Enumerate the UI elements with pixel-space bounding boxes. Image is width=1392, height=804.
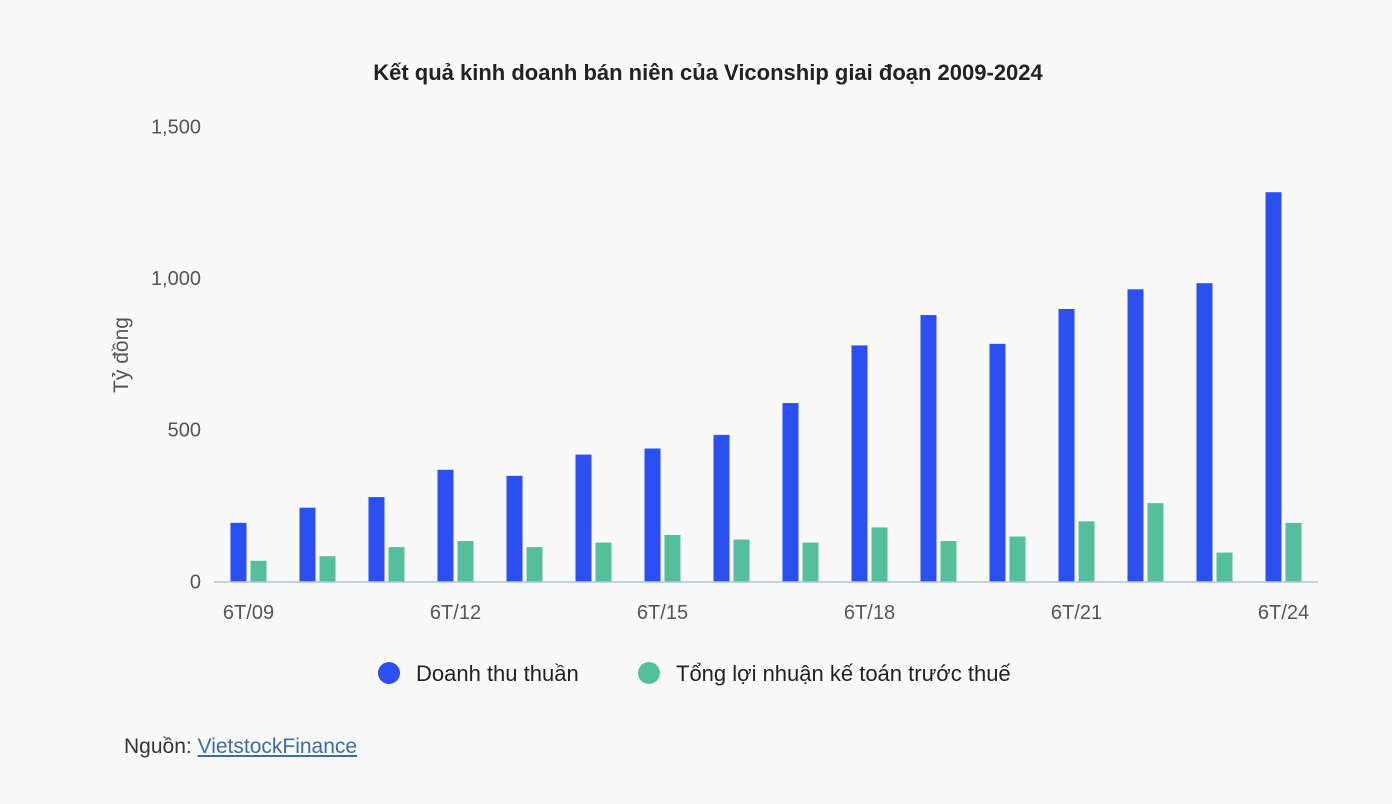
legend-item-profit[interactable]: Tổng lợi nhuận kế toán trước thuế bbox=[638, 661, 1011, 686]
bar-profit bbox=[250, 560, 267, 582]
legend-label: Doanh thu thuần bbox=[416, 661, 579, 686]
bar-profit bbox=[1009, 536, 1026, 582]
bar-profit bbox=[1216, 552, 1233, 582]
bar-revenue bbox=[230, 522, 247, 582]
bar-profit bbox=[1078, 521, 1095, 582]
x-tick-label: 6T/21 bbox=[1051, 602, 1102, 624]
chart: Kết quả kinh doanh bán niên của Viconshi… bbox=[110, 60, 1318, 686]
chart-title: Kết quả kinh doanh bán niên của Viconshi… bbox=[373, 60, 1043, 85]
bar-revenue bbox=[506, 475, 523, 582]
y-axis-label: Tỷ đồng bbox=[110, 317, 133, 393]
bar-profit bbox=[940, 541, 957, 582]
legend-marker bbox=[378, 662, 400, 684]
x-tick-label: 6T/12 bbox=[430, 602, 481, 624]
bar-revenue bbox=[437, 469, 454, 582]
legend-item-revenue[interactable]: Doanh thu thuần bbox=[378, 661, 579, 686]
bar-revenue bbox=[782, 403, 799, 582]
bar-profit bbox=[457, 541, 474, 582]
bar-revenue bbox=[575, 454, 592, 582]
legend: Doanh thu thuần Tổng lợi nhuận kế toán tr… bbox=[378, 661, 1011, 686]
bar-revenue bbox=[368, 497, 385, 582]
x-tick-label: 6T/18 bbox=[844, 602, 895, 624]
y-axis-ticks: 0 500 1,000 1,500 bbox=[151, 116, 201, 593]
bar-revenue bbox=[644, 448, 661, 582]
y-tick-label: 0 bbox=[190, 571, 201, 593]
bar-revenue bbox=[920, 315, 937, 582]
bar-profit bbox=[871, 527, 888, 582]
bar-revenue bbox=[1265, 192, 1282, 582]
bar-revenue bbox=[851, 345, 868, 582]
bar-profit bbox=[1147, 503, 1164, 582]
bar-revenue bbox=[299, 507, 316, 582]
source-prefix: Nguồn: bbox=[124, 735, 198, 758]
bar-revenue bbox=[713, 434, 730, 582]
bar-profit bbox=[595, 542, 612, 582]
bar-revenue bbox=[989, 343, 1006, 582]
bar-revenue bbox=[1058, 309, 1075, 582]
bar-profit bbox=[802, 542, 819, 582]
bar-revenue bbox=[1196, 283, 1213, 582]
bar-profit bbox=[1285, 522, 1302, 582]
bar-profit bbox=[664, 534, 681, 582]
y-tick-label: 1,000 bbox=[151, 268, 201, 290]
source-link[interactable]: VietstockFinance bbox=[197, 735, 358, 758]
bar-profit bbox=[388, 547, 405, 582]
y-tick-label: 500 bbox=[168, 420, 201, 442]
legend-marker bbox=[638, 662, 660, 684]
legend-label: Tổng lợi nhuận kế toán trước thuế bbox=[676, 661, 1011, 686]
x-axis-ticks: 6T/09 6T/12 6T/15 6T/18 6T/21 6T/24 bbox=[223, 602, 1309, 624]
bars bbox=[230, 192, 1302, 582]
y-tick-label: 1,500 bbox=[151, 116, 201, 138]
x-tick-label: 6T/09 bbox=[223, 602, 274, 624]
bar-profit bbox=[526, 547, 543, 582]
bar-revenue bbox=[1127, 289, 1144, 582]
bar-profit bbox=[733, 539, 750, 582]
x-tick-label: 6T/24 bbox=[1258, 602, 1309, 624]
x-tick-label: 6T/15 bbox=[637, 602, 688, 624]
source-line: Nguồn: VietstockFinance bbox=[124, 735, 357, 759]
bar-profit bbox=[319, 556, 336, 582]
